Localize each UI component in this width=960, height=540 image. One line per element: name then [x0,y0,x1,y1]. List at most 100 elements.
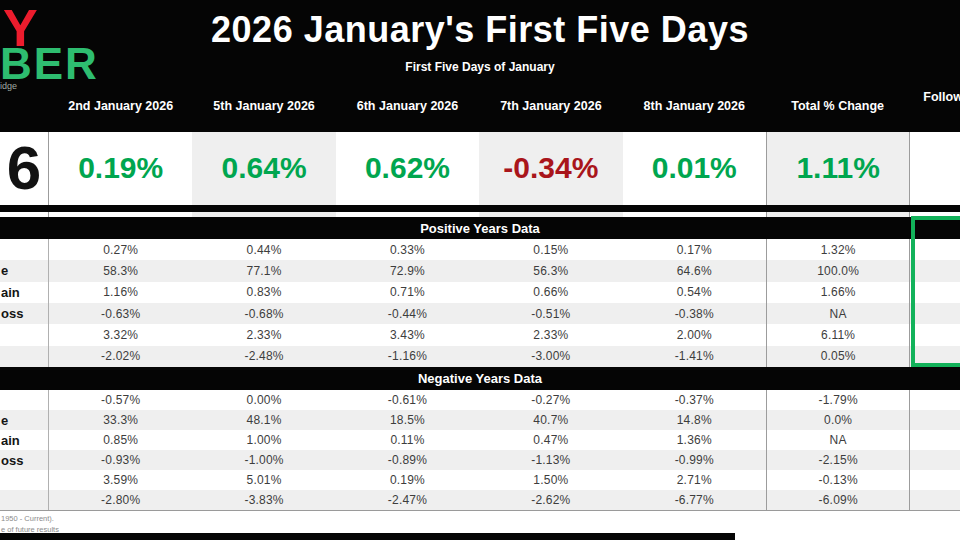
follow-column-cell [909,430,960,450]
table-row: -2.02%-2.48%-1.16%-3.00%-1.41%0.05% [0,346,960,367]
table-cell: 58.3% [49,260,192,281]
negative-years-rows: -0.57%0.00%-0.61%-0.27%-0.37%-1.79%e33.3… [0,390,960,510]
table-cell: 18.5% [336,410,479,430]
table-cell: -0.27% [479,390,622,410]
table-cell: 0.17% [623,239,766,260]
table-cell: -0.99% [623,450,766,470]
table-bottom-rule [0,510,960,511]
table-cell: -0.13% [766,470,909,490]
table-cell: -0.38% [623,303,766,324]
row-label-fragment [0,490,49,510]
table-row: e33.3%48.1%18.5%40.7%14.8%0.0% [0,410,960,430]
table-cell: -0.51% [479,303,622,324]
positive-years-title: Positive Years Data [420,221,540,236]
footer-black-bar [0,533,735,540]
table-cell: 64.6% [623,260,766,281]
table-cell: -2.15% [766,450,909,470]
disclaimer-line-1: 1950 - Current). [1,514,54,523]
table-cell: 33.3% [49,410,192,430]
row-label-fragment: oss [0,450,49,470]
column-header-row: 2nd January 20265th January 20266th Janu… [0,93,960,119]
column-header-follow: Follow [909,90,960,104]
table-cell: 3.43% [336,324,479,345]
table-cell: 0.66% [479,282,622,303]
table-row: 3.32%2.33%3.43%2.33%2.00%6.11% [0,324,960,345]
table-cell: 0.44% [192,239,335,260]
row-label-fragment: ain [0,282,49,303]
table-cell: 1.16% [49,282,192,303]
table-cell: -2.02% [49,346,192,367]
table-cell: -0.68% [192,303,335,324]
positive-years-header-bar: Positive Years Data [0,217,960,239]
table-cell: -0.89% [336,450,479,470]
table-cell: NA [766,303,909,324]
follow-column-cell [909,410,960,430]
table-cell: 72.9% [336,260,479,281]
table-cell: 0.47% [479,430,622,450]
table-cell: -6.09% [766,490,909,510]
table-row: 0.27%0.44%0.33%0.15%0.17%1.32% [0,239,960,260]
table-cell: 2.33% [192,324,335,345]
table-cell: -3.83% [192,490,335,510]
table-row: e58.3%77.1%72.9%56.3%64.6%100.0% [0,260,960,281]
row-label-fragment [0,470,49,490]
column-header: 6th January 2026 [336,99,479,113]
table-cell: NA [766,430,909,450]
table-cell: 2.00% [623,324,766,345]
table-cell: -2.48% [192,346,335,367]
table-cell: 3.59% [49,470,192,490]
column-header: 7th January 2026 [479,99,622,113]
table-cell: -1.00% [192,450,335,470]
table-cell: -1.13% [479,450,622,470]
table-cell: 77.1% [192,260,335,281]
table-cell: 0.27% [49,239,192,260]
table-cell: 0.11% [336,430,479,450]
row-label-fragment [0,390,49,410]
table-cell: -0.61% [336,390,479,410]
table-cell: -6.77% [623,490,766,510]
table-cell: 3.32% [49,324,192,345]
table-cell: 6.11% [766,324,909,345]
table-cell: 0.0% [766,410,909,430]
row-label-fragment: ain [0,430,49,450]
table-row: -0.57%0.00%-0.61%-0.27%-0.37%-1.79% [0,390,960,410]
table-cell: -0.93% [49,450,192,470]
table-cell: 0.54% [623,282,766,303]
follow-column-cell [909,490,960,510]
table-row: -2.80%-3.83%-2.47%-2.62%-6.77%-6.09% [0,490,960,510]
table-cell: -1.79% [766,390,909,410]
row-label-fragment [0,239,49,260]
negative-years-title: Negative Years Data [418,371,542,386]
table-cell: 1.66% [766,282,909,303]
infographic-table: Y BER idge 2026 January's First Five Day… [0,0,960,540]
row-label-fragment: e [0,410,49,430]
page-subtitle: First Five Days of January [0,60,960,74]
follow-column-cell [909,450,960,470]
table-cell: -2.80% [49,490,192,510]
table-cell: 0.33% [336,239,479,260]
table-cell: -0.44% [336,303,479,324]
table-cell: 0.85% [49,430,192,450]
table-cell: 1.00% [192,430,335,450]
table-cell: 0.19% [336,470,479,490]
column-header: Total % Change [766,99,909,113]
table-row: ain1.16%0.83%0.71%0.66%0.54%1.66% [0,282,960,303]
table-cell: -1.16% [336,346,479,367]
table-cell: -1.41% [623,346,766,367]
table-cell: 2.71% [623,470,766,490]
table-cell: 1.32% [766,239,909,260]
follow-column-cell [909,470,960,490]
table-cell: 48.1% [192,410,335,430]
table-cell: 56.3% [479,260,622,281]
table-cell: -3.00% [479,346,622,367]
row-label-fragment: oss [0,303,49,324]
table-cell: 14.8% [623,410,766,430]
table-cell: 2.33% [479,324,622,345]
table-cell: -2.47% [336,490,479,510]
logo-fragment-byline: idge [0,81,17,91]
table-cell: -0.63% [49,303,192,324]
header-bar: Y BER idge 2026 January's First Five Day… [0,0,960,132]
table-row: oss-0.63%-0.68%-0.44%-0.51%-0.38%NA [0,303,960,324]
row-label-fragment [0,324,49,345]
table-cell: 100.0% [766,260,909,281]
